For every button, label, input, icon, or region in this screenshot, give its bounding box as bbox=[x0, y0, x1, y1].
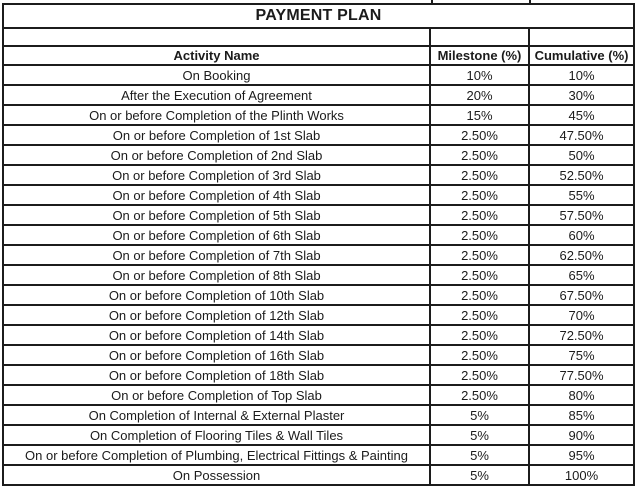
table-row: On or before Completion of 14th Slab 2.5… bbox=[2, 324, 635, 346]
cumulative-cell: 10% bbox=[527, 64, 635, 86]
table-row: On or before Completion of 3rd Slab 2.50… bbox=[2, 164, 635, 186]
table-row: On Completion of Internal & External Pla… bbox=[2, 404, 635, 426]
activity-cell: On or before Completion of 4th Slab bbox=[2, 184, 431, 206]
cumulative-cell: 65% bbox=[527, 264, 635, 286]
milestone-cell: 5% bbox=[429, 444, 530, 466]
page-title: PAYMENT PLAN bbox=[1, 3, 635, 29]
activity-cell: On or before Completion of 5th Slab bbox=[2, 204, 431, 226]
table-body: On Booking 10% 10% After the Execution o… bbox=[2, 64, 635, 486]
milestone-cell: 2.50% bbox=[429, 324, 530, 346]
milestone-cell: 2.50% bbox=[429, 224, 530, 246]
activity-cell: On or before Completion of 16th Slab bbox=[2, 344, 431, 366]
activity-cell: On or before Completion of 2nd Slab bbox=[2, 144, 431, 166]
table-row: On or before Completion of 1st Slab 2.50… bbox=[2, 124, 635, 146]
milestone-cell: 5% bbox=[429, 404, 530, 426]
milestone-cell: 2.50% bbox=[429, 364, 530, 386]
cumulative-cell: 80% bbox=[527, 384, 635, 406]
activity-cell: On or before Completion of the Plinth Wo… bbox=[2, 104, 431, 126]
activity-cell: On or before Completion of 14th Slab bbox=[2, 324, 431, 346]
column-header-activity: Activity Name bbox=[2, 45, 431, 66]
table-row: On Completion of Flooring Tiles & Wall T… bbox=[2, 424, 635, 446]
table-row: After the Execution of Agreement 20% 30% bbox=[2, 84, 635, 106]
activity-cell: On Completion of Internal & External Pla… bbox=[2, 404, 431, 426]
table-row: On Possession 5% 100% bbox=[2, 464, 635, 486]
milestone-cell: 5% bbox=[429, 424, 530, 446]
cumulative-cell: 85% bbox=[527, 404, 635, 426]
cumulative-cell: 52.50% bbox=[527, 164, 635, 186]
table-row: On or before Completion of 10th Slab 2.5… bbox=[2, 284, 635, 306]
cumulative-cell: 45% bbox=[527, 104, 635, 126]
milestone-cell: 2.50% bbox=[429, 164, 530, 186]
column-header-row: Activity Name Milestone (%) Cumulative (… bbox=[2, 45, 635, 66]
milestone-cell: 2.50% bbox=[429, 264, 530, 286]
cumulative-cell: 55% bbox=[527, 184, 635, 206]
title-row: PAYMENT PLAN bbox=[1, 3, 635, 29]
milestone-cell: 2.50% bbox=[429, 384, 530, 406]
cumulative-cell: 77.50% bbox=[527, 364, 635, 386]
milestone-cell: 2.50% bbox=[429, 284, 530, 306]
table-row: On or before Completion of 12th Slab 2.5… bbox=[2, 304, 635, 326]
table-row: On or before Completion of 2nd Slab 2.50… bbox=[2, 144, 635, 166]
cumulative-cell: 62.50% bbox=[527, 244, 635, 266]
table-row: On Booking 10% 10% bbox=[2, 64, 635, 86]
table-row: On or before Completion of 18th Slab 2.5… bbox=[2, 364, 635, 386]
milestone-cell: 2.50% bbox=[429, 204, 530, 226]
activity-cell: On or before Completion of 10th Slab bbox=[2, 284, 431, 306]
cumulative-cell: 47.50% bbox=[527, 124, 635, 146]
cumulative-cell: 50% bbox=[527, 144, 635, 166]
activity-cell: On or before Completion of 18th Slab bbox=[2, 364, 431, 386]
table-row: On or before Completion of 5th Slab 2.50… bbox=[2, 204, 635, 226]
cumulative-cell: 30% bbox=[527, 84, 635, 106]
milestone-cell: 2.50% bbox=[429, 124, 530, 146]
activity-cell: On Completion of Flooring Tiles & Wall T… bbox=[2, 424, 431, 446]
table-row: On or before Completion of 4th Slab 2.50… bbox=[2, 184, 635, 206]
milestone-cell: 2.50% bbox=[429, 304, 530, 326]
cumulative-cell: 100% bbox=[527, 464, 635, 486]
activity-cell: On Booking bbox=[2, 64, 431, 86]
activity-cell: On or before Completion of 7th Slab bbox=[2, 244, 431, 266]
cumulative-cell: 67.50% bbox=[527, 284, 635, 306]
cumulative-cell: 60% bbox=[527, 224, 635, 246]
gridline-stub bbox=[529, 0, 531, 4]
table-row: On or before Completion of 16th Slab 2.5… bbox=[2, 344, 635, 366]
milestone-cell: 2.50% bbox=[429, 244, 530, 266]
gridline-stub bbox=[431, 0, 433, 4]
table-row: On or before Completion of Top Slab 2.50… bbox=[2, 384, 635, 406]
table-row: On or before Completion of 6th Slab 2.50… bbox=[2, 224, 635, 246]
activity-cell: After the Execution of Agreement bbox=[2, 84, 431, 106]
activity-cell: On or before Completion of Plumbing, Ele… bbox=[2, 444, 431, 466]
cumulative-cell: 95% bbox=[527, 444, 635, 466]
table-row: On or before Completion of 7th Slab 2.50… bbox=[2, 244, 635, 266]
cumulative-cell: 70% bbox=[527, 304, 635, 326]
activity-cell: On or before Completion of 8th Slab bbox=[2, 264, 431, 286]
payment-plan-table: PAYMENT PLAN Activity Name Milestone (%)… bbox=[1, 3, 635, 486]
table-row: On or before Completion of Plumbing, Ele… bbox=[2, 444, 635, 466]
cumulative-cell: 90% bbox=[527, 424, 635, 446]
column-header-cumulative: Cumulative (%) bbox=[527, 45, 635, 66]
milestone-cell: 2.50% bbox=[429, 344, 530, 366]
activity-cell: On or before Completion of Top Slab bbox=[2, 384, 431, 406]
milestone-cell: 10% bbox=[429, 64, 530, 86]
milestone-cell: 2.50% bbox=[429, 184, 530, 206]
column-header-milestone: Milestone (%) bbox=[429, 45, 530, 66]
table-row: On or before Completion of 8th Slab 2.50… bbox=[2, 264, 635, 286]
activity-cell: On Possession bbox=[2, 464, 431, 486]
spacer-row bbox=[2, 27, 635, 47]
activity-cell: On or before Completion of 3rd Slab bbox=[2, 164, 431, 186]
table-row: On or before Completion of the Plinth Wo… bbox=[2, 104, 635, 126]
spacer-cell bbox=[429, 27, 530, 47]
milestone-cell: 2.50% bbox=[429, 144, 530, 166]
milestone-cell: 20% bbox=[429, 84, 530, 106]
milestone-cell: 15% bbox=[429, 104, 530, 126]
cumulative-cell: 75% bbox=[527, 344, 635, 366]
spacer-cell bbox=[2, 27, 431, 47]
spacer-cell bbox=[527, 27, 635, 47]
cumulative-cell: 57.50% bbox=[527, 204, 635, 226]
activity-cell: On or before Completion of 1st Slab bbox=[2, 124, 431, 146]
cumulative-cell: 72.50% bbox=[527, 324, 635, 346]
activity-cell: On or before Completion of 12th Slab bbox=[2, 304, 431, 326]
milestone-cell: 5% bbox=[429, 464, 530, 486]
activity-cell: On or before Completion of 6th Slab bbox=[2, 224, 431, 246]
